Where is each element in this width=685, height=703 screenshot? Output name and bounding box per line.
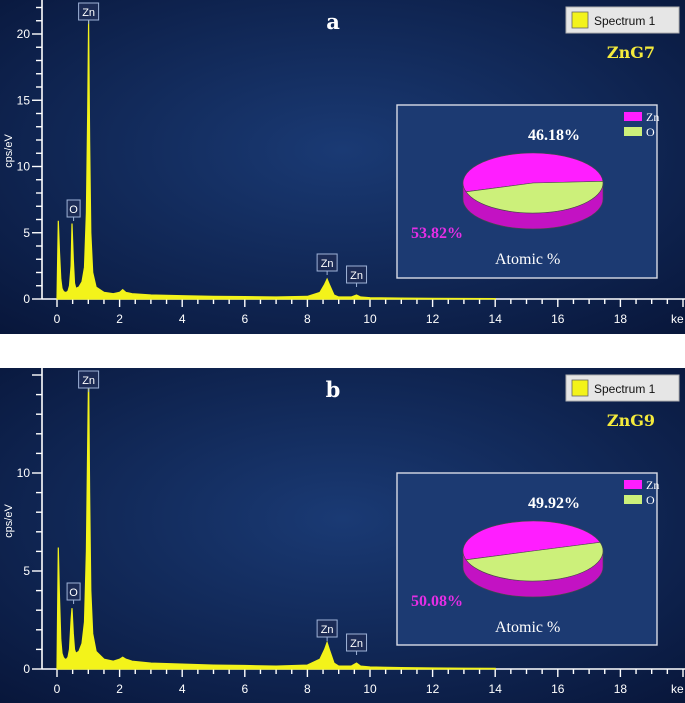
y-tick-label: 15 (17, 93, 31, 107)
pie-legend-swatch (624, 480, 642, 489)
peak-label: Zn (350, 270, 363, 282)
pie-percent-zn: 50.08% (411, 593, 463, 610)
pie-legend-swatch (624, 495, 642, 504)
pie-slice-o (465, 542, 604, 582)
x-tick-label: 10 (363, 312, 377, 326)
x-tick-label: 16 (551, 682, 565, 696)
spectrum-chart-svg: 0 2 4 6 8 10 12 14 16 18 ke05101520cps/eVZnOZnZnaZ… (0, 0, 685, 334)
y-tick-label: 0 (23, 662, 30, 676)
x-tick-label: 4 (179, 312, 186, 326)
pie-slice-zn (462, 520, 601, 561)
pie-percent-o: 49.92% (528, 495, 580, 512)
peak-label: Zn (321, 624, 334, 636)
peak-marker-zn: Zn (346, 633, 368, 655)
y-tick-label: 0 (23, 292, 30, 306)
x-tick-label: 12 (426, 312, 440, 326)
x-tick-label: 12 (426, 682, 440, 696)
y-tick-label: 5 (23, 564, 30, 578)
pie-legend-label: O (646, 125, 655, 139)
pie-percent-o: 46.18% (528, 127, 580, 144)
pie-percent-zn: 53.82% (411, 225, 463, 242)
legend-label: Spectrum 1 (594, 382, 656, 396)
spectrum-chart-svg: 0 2 4 6 8 10 12 14 16 18 ke0510cps/eVZnOZnZnbZnG9S… (0, 368, 685, 703)
legend-swatch (571, 11, 589, 29)
pie-title: Atomic % (495, 251, 560, 268)
x-tick-label: 16 (551, 312, 565, 326)
x-tick-label: 6 (241, 312, 248, 326)
panel-letter: b (326, 377, 341, 402)
y-tick-label: 10 (17, 160, 31, 174)
peak-label: Zn (82, 375, 95, 387)
pie-legend-label: Zn (646, 110, 659, 124)
x-tick-label: 4 (179, 682, 186, 696)
y-tick-label: 20 (17, 27, 31, 41)
x-tick-label: 2 (116, 312, 123, 326)
sample-name: ZnG7 (607, 43, 655, 62)
spectrum-legend: Spectrum 1 (565, 374, 680, 402)
x-tick-label: 14 (489, 312, 503, 326)
peak-marker-o: O (66, 199, 81, 221)
peak-label: Zn (350, 638, 363, 650)
peak-marker-zn: Zn (78, 370, 100, 392)
pie-slice-o (465, 180, 604, 214)
pie-legend-swatch (624, 127, 642, 136)
x-tick-label: 2 (116, 682, 123, 696)
peak-label: O (69, 204, 78, 216)
x-tick-label: 8 (304, 682, 311, 696)
eds-spectrum-panel-a: 0 2 4 6 8 10 12 14 16 18 ke 0 5 10 15 20 cps/eV Zn O Zn Zn a Z… (0, 0, 685, 334)
pie-legend-swatch (624, 112, 642, 121)
atomic-percent-inset: ZnO 49.92% 50.08% Atomic % (396, 472, 659, 646)
peak-marker-zn: Zn (346, 265, 368, 287)
peak-marker-zn: Zn (316, 253, 338, 275)
x-tick-label: 6 (241, 682, 248, 696)
y-tick-label: 5 (23, 226, 30, 240)
peak-label: O (69, 587, 78, 599)
pie-legend-label: Zn (646, 478, 659, 492)
x-tick-label: 8 (304, 312, 311, 326)
peak-marker-zn: Zn (78, 2, 100, 24)
x-tick-label: 10 (363, 682, 377, 696)
x-axis-label: ke (671, 682, 684, 696)
x-tick-label: 14 (489, 682, 503, 696)
peak-marker-zn: Zn (316, 619, 338, 641)
pie-title: Atomic % (495, 619, 560, 636)
y-axis-label: cps/eV (3, 134, 15, 168)
panel-letter: a (326, 9, 340, 34)
x-tick-label: 0 (54, 312, 61, 326)
y-axis-label: cps/eV (3, 504, 15, 538)
spectrum-legend: Spectrum 1 (565, 6, 680, 34)
peak-label: Zn (321, 258, 334, 270)
eds-spectrum-panel-b: 0 2 4 6 8 10 12 14 16 18 ke 0 5 10 cps/eV Zn O Zn Zn b ZnG9 S… (0, 368, 685, 703)
legend-swatch (571, 379, 589, 397)
x-tick-label: 18 (614, 312, 628, 326)
y-tick-label: 10 (17, 466, 31, 480)
pie-legend-label: O (646, 493, 655, 507)
x-tick-label: 0 (54, 682, 61, 696)
atomic-percent-inset: ZnO 46.18% 53.82% Atomic % (396, 104, 659, 279)
x-tick-label: 18 (614, 682, 628, 696)
spectrum-series (56, 371, 496, 670)
sample-name: ZnG9 (607, 411, 655, 430)
legend-label: Spectrum 1 (594, 14, 656, 28)
spectrum-series (56, 20, 496, 300)
peak-label: Zn (82, 7, 95, 19)
peak-marker-o: O (66, 582, 81, 604)
x-axis-label: ke (671, 312, 684, 326)
